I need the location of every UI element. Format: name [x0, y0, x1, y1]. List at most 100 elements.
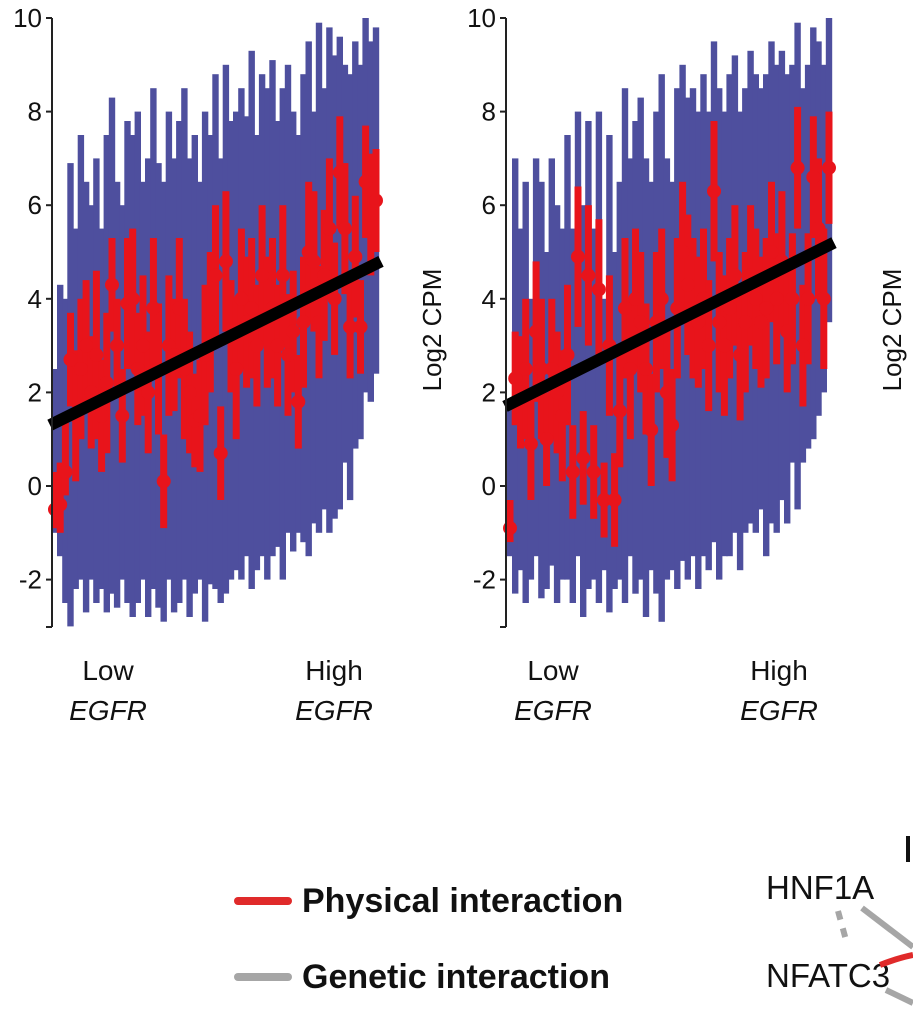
data-point	[63, 352, 78, 367]
data-point	[581, 268, 596, 283]
y-tick-label: 8	[28, 97, 42, 127]
data-point	[94, 408, 109, 423]
band-bar	[590, 228, 597, 580]
data-point	[618, 301, 632, 316]
data-point	[780, 324, 795, 339]
data-point	[722, 301, 737, 316]
data-point	[591, 282, 606, 297]
data-point	[58, 465, 73, 479]
panel-1-x-category-high-line2: EGFR	[295, 695, 373, 726]
data-point	[182, 385, 197, 400]
band-bar	[129, 135, 136, 617]
data-point	[644, 422, 659, 437]
data-point	[136, 338, 150, 353]
network-node-nfatc3: NFATC3	[766, 957, 890, 994]
network-edge-genetic-2	[884, 987, 913, 1006]
y-tick-label: -2	[473, 565, 496, 595]
data-point	[628, 291, 643, 306]
data-point	[555, 408, 570, 423]
data-point	[343, 319, 358, 334]
band-bar	[217, 158, 224, 603]
panel-3-y-axis-label: Log2 CPM	[877, 269, 907, 392]
panel-1-points	[48, 165, 383, 517]
data-point	[707, 184, 721, 199]
data-point	[571, 249, 585, 264]
data-point	[727, 268, 742, 283]
data-point	[312, 315, 326, 330]
data-point	[203, 315, 218, 330]
data-point	[84, 385, 99, 400]
data-point	[759, 301, 774, 316]
data-point	[529, 324, 544, 339]
panel-2-x-category-low-line1: Low	[527, 655, 579, 686]
y-tick-label: 2	[28, 377, 42, 407]
panel-2-y-axis-label: Log2 CPM	[417, 269, 447, 392]
data-point	[286, 324, 301, 339]
data-point	[281, 348, 295, 362]
data-point	[612, 404, 627, 419]
data-point	[363, 207, 378, 222]
data-point	[296, 315, 311, 330]
data-point	[822, 160, 836, 175]
band-bar	[160, 181, 167, 622]
band-bar	[600, 298, 608, 571]
data-point	[110, 338, 125, 353]
network-edge-genetic-1	[860, 905, 913, 950]
data-point	[213, 446, 228, 461]
error-bar	[56, 462, 64, 533]
panel-1: -2 0 2 4 6 8 10 Low EGFR High EGFR	[13, 3, 384, 726]
data-point	[130, 362, 145, 376]
band-bar	[710, 41, 718, 543]
data-point	[795, 338, 810, 353]
data-point	[597, 493, 612, 507]
network-cropped-node-mark	[906, 836, 910, 862]
data-point	[659, 385, 674, 400]
y-tick-label: 10	[467, 3, 496, 33]
panel-1-x-category-low-line1: Low	[82, 655, 134, 686]
data-point	[607, 493, 622, 507]
data-point	[73, 362, 88, 376]
data-point	[790, 160, 805, 175]
band-bar	[506, 401, 514, 557]
panel-2-x-category-low-line2: EGFR	[514, 695, 592, 726]
error-bar	[506, 500, 514, 543]
data-point	[234, 291, 249, 306]
band-bar	[611, 252, 618, 589]
band-bar	[585, 121, 592, 589]
data-point	[244, 301, 259, 316]
data-point	[565, 465, 580, 479]
data-point	[193, 408, 207, 423]
data-point	[523, 436, 538, 451]
band-bar	[580, 205, 587, 617]
data-point	[255, 268, 270, 283]
panel-2-x-category-high-line2: EGFR	[740, 695, 818, 726]
panel-1-regression-line	[47, 255, 384, 431]
data-point	[115, 408, 130, 423]
y-tick-label: 6	[28, 190, 42, 220]
data-point	[518, 362, 533, 376]
data-point	[816, 291, 831, 306]
data-point	[576, 450, 591, 465]
data-point	[670, 301, 685, 316]
data-point	[249, 338, 264, 353]
data-point	[317, 268, 332, 283]
data-point	[806, 170, 821, 185]
network-fragment: HNF1A NFATC3	[766, 836, 913, 1006]
data-point	[633, 315, 648, 330]
data-point	[785, 291, 800, 306]
data-point	[654, 291, 669, 306]
data-point	[141, 385, 156, 400]
y-tick-label: 2	[482, 377, 496, 407]
band-bar	[336, 36, 343, 510]
data-point	[99, 376, 114, 390]
y-tick-label: 4	[28, 284, 42, 314]
data-point	[560, 348, 575, 362]
data-point	[717, 338, 732, 353]
data-point	[733, 348, 748, 362]
data-point	[712, 315, 727, 330]
band-bar	[191, 135, 198, 594]
data-point	[218, 254, 233, 269]
data-point	[691, 315, 706, 330]
data-point	[754, 315, 768, 330]
